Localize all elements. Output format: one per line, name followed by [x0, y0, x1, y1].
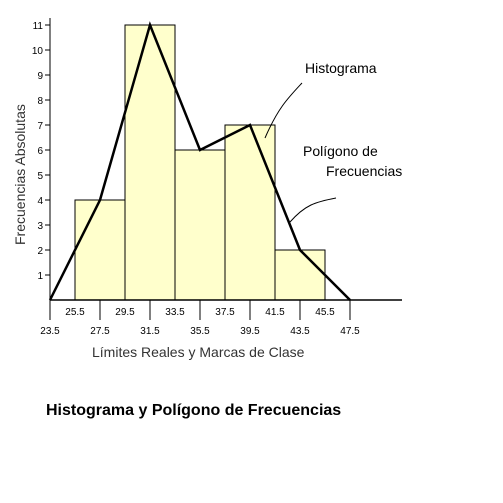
y-tick-label: 5	[37, 171, 43, 182]
x-tick-label-upper: 41.5	[265, 307, 285, 318]
y-tick-label: 7	[37, 121, 43, 132]
x-tick-label-lower: 43.5	[290, 326, 310, 337]
y-tick-label: 9	[37, 71, 43, 82]
chart-axes	[49, 18, 402, 301]
histogram-bar-1	[74, 199, 126, 301]
x-axis-title: Límites Reales y Marcas de Clase	[92, 344, 305, 360]
y-tick-label: 10	[32, 46, 44, 57]
frequency-polygon	[48, 21, 351, 301]
x-tick-label-upper: 45.5	[315, 307, 335, 318]
x-tick-label-lower: 39.5	[240, 326, 260, 337]
chart-title: Histograma y Polígono de Frecuencias	[46, 402, 341, 419]
histogram-pointer	[264, 82, 303, 139]
histogram-bar-3	[174, 149, 226, 301]
y-tick-label: 2	[37, 246, 43, 257]
histogram-bar-4	[224, 124, 276, 301]
polygon-annotation-line2: Frecuencias	[326, 163, 402, 179]
x-tick-label-lower: 23.5	[40, 326, 60, 337]
x-tick-label-lower: 47.5	[340, 326, 360, 337]
x-tick-label-lower: 31.5	[140, 326, 160, 337]
x-tick-label-lower: 27.5	[90, 326, 110, 337]
y-tick-label: 4	[37, 196, 43, 207]
x-tick-label-upper: 25.5	[65, 307, 85, 318]
y-axis-ticks: 1 2 3 4 5 6 7 8 9 10 11	[32, 21, 50, 282]
y-tick-label: 3	[37, 221, 43, 232]
histogram-bar-5	[274, 249, 326, 301]
y-axis-title: Frecuencias Absolutas	[12, 104, 28, 245]
histogram-bars	[74, 24, 326, 301]
polygon-pointer	[289, 197, 337, 223]
y-tick-label: 1	[37, 271, 43, 282]
polygon-line	[48, 21, 351, 301]
y-tick-label: 6	[37, 146, 43, 157]
histogram-bar-2	[124, 24, 176, 301]
x-axis-ticks: 25.5 29.5 33.5 37.5 41.5 45.5 23.5 27.5 31.5 35.5…	[40, 300, 360, 337]
y-tick-label: 11	[33, 21, 44, 32]
x-tick-label-lower: 35.5	[190, 326, 210, 337]
histogram-annotation: Histograma	[305, 60, 377, 76]
x-tick-label-upper: 33.5	[165, 307, 185, 318]
y-tick-label: 8	[37, 96, 43, 107]
x-tick-label-upper: 29.5	[115, 307, 135, 318]
polygon-annotation-line1: Polígono de	[303, 143, 378, 159]
x-tick-label-upper: 37.5	[215, 307, 235, 318]
